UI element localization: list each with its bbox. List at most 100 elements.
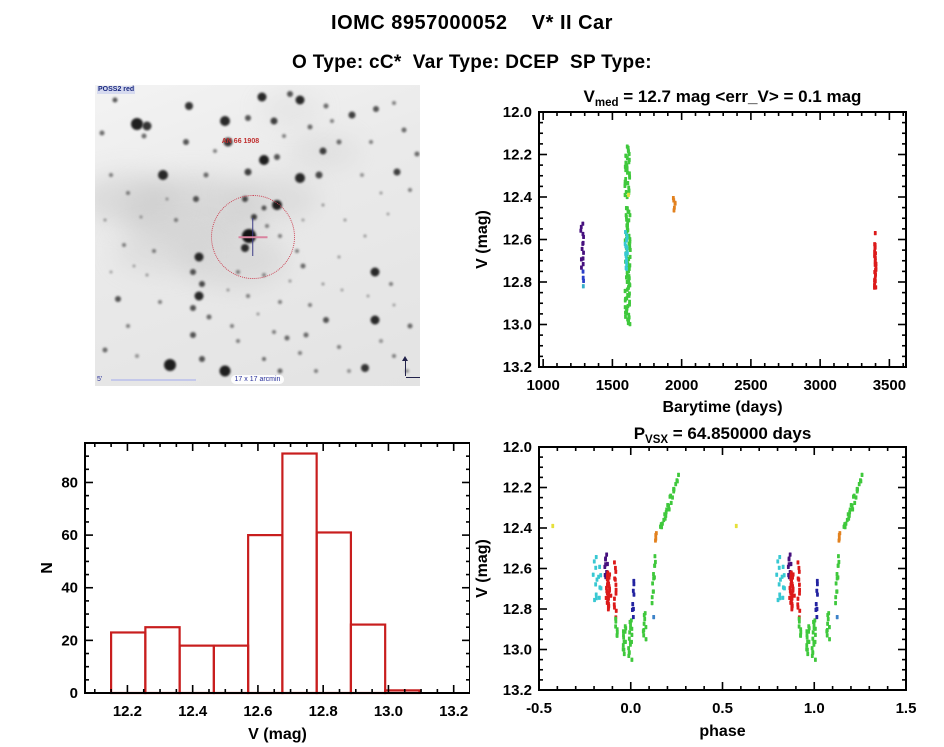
chart-title: Vmed = 12.7 mag <err_V> = 0.1 mag xyxy=(584,87,862,109)
star xyxy=(131,118,144,131)
y-axis-label: N xyxy=(39,562,56,574)
star xyxy=(405,368,409,373)
star xyxy=(360,363,369,372)
x-tick-label: 0.5 xyxy=(712,700,733,717)
scatter-cluster xyxy=(659,472,864,530)
histogram-axes xyxy=(84,442,470,694)
star xyxy=(277,368,283,374)
star xyxy=(346,368,351,373)
star xyxy=(392,353,396,358)
scatter-cluster xyxy=(641,611,831,642)
star xyxy=(223,137,233,147)
star xyxy=(408,188,413,193)
histogram-bar xyxy=(110,631,147,695)
star xyxy=(109,173,114,178)
star xyxy=(141,133,147,139)
page-subtitle: O Type: cC* Var Type: DCEP SP Type: xyxy=(292,52,652,73)
star xyxy=(109,270,113,274)
star xyxy=(122,242,127,247)
star xyxy=(386,212,389,216)
y-tick-label: 12.6 xyxy=(503,232,532,249)
star xyxy=(125,191,130,196)
y-tick-label: 12.0 xyxy=(503,104,532,121)
star xyxy=(340,288,344,292)
scatter-cluster xyxy=(603,552,793,580)
phase-folded-chart: -0.5 0.0 0.5 1.0 1.5 12.0 12.2 12.4 12.6 12.8 13.0… xyxy=(474,424,917,740)
star xyxy=(213,149,218,154)
star xyxy=(281,134,286,139)
star xyxy=(270,117,278,125)
star xyxy=(185,102,194,111)
star xyxy=(337,255,341,259)
star xyxy=(315,171,323,179)
x-tick-label: 12.2 xyxy=(113,703,142,720)
scatter-cluster xyxy=(604,570,796,612)
x-tick-label: 0.0 xyxy=(620,700,641,717)
y-axis-label: V (mag) xyxy=(474,539,491,598)
star xyxy=(373,106,380,113)
star xyxy=(321,203,324,207)
star xyxy=(103,218,107,222)
scatter-cluster xyxy=(671,195,677,213)
lightcurve-points xyxy=(579,144,878,327)
phase-axes xyxy=(538,446,907,691)
star xyxy=(401,127,407,133)
star xyxy=(151,248,156,253)
y-tick-label: 40 xyxy=(61,580,78,597)
star xyxy=(194,291,204,301)
scatter-cluster xyxy=(873,242,878,290)
star xyxy=(393,168,401,176)
x-tick-label: 12.6 xyxy=(243,703,272,720)
star xyxy=(336,344,341,349)
scatter-cluster xyxy=(627,618,817,662)
star xyxy=(370,267,379,277)
scatter-cluster xyxy=(597,564,786,600)
lightcurve-chart: 1000 1500 2000 2500 3000 3500 12.0 12.2 12.4 12.6… xyxy=(474,87,907,416)
star xyxy=(271,329,276,334)
star xyxy=(322,316,329,323)
star xyxy=(125,323,130,328)
star xyxy=(363,234,367,237)
nebulosity-patch xyxy=(95,174,178,225)
star xyxy=(366,294,370,298)
x-tick-label: 1500 xyxy=(596,377,629,394)
y-tick-label: 13.2 xyxy=(503,682,532,699)
y-tick-label: 12.0 xyxy=(503,439,532,456)
y-tick-label: 80 xyxy=(61,474,78,491)
scale-label: 5' xyxy=(97,376,103,383)
star xyxy=(369,140,374,145)
star xyxy=(183,139,189,146)
scatter-cluster xyxy=(581,284,585,289)
star xyxy=(158,299,162,304)
y-tick-label: 12.8 xyxy=(503,601,532,618)
histogram-chart: 12.2 12.4 12.6 12.8 13.0 13.2 0 20 40 60 80 V (mag)… xyxy=(39,442,470,743)
y-tick-label: 12.2 xyxy=(503,480,532,497)
x-tick-label: 1.5 xyxy=(896,700,917,717)
star xyxy=(194,252,204,262)
star xyxy=(139,215,142,219)
star xyxy=(379,191,383,195)
histogram-bars xyxy=(110,452,421,695)
scatter-cluster xyxy=(650,554,841,606)
histogram-bar xyxy=(212,644,250,695)
histogram-bar xyxy=(281,452,318,695)
y-tick-label: 60 xyxy=(61,527,78,544)
star xyxy=(284,335,290,341)
histogram-bar xyxy=(315,531,353,695)
y-tick-label: 12.8 xyxy=(503,274,532,291)
star xyxy=(392,303,396,307)
lightcurve-labels: 1000 1500 2000 2500 3000 3500 12.0 12.2 12.4 12.6… xyxy=(474,87,906,416)
x-axis-label: phase xyxy=(699,723,745,740)
y-tick-label: 13.0 xyxy=(503,317,532,334)
star xyxy=(330,119,335,124)
finding-chart-image: POSS2 red AN 66 1908 5' 17 x 17 arcmin xyxy=(95,85,420,386)
x-tick-label: 3500 xyxy=(873,377,906,394)
scatter-cluster xyxy=(551,523,738,529)
star xyxy=(259,155,269,166)
star xyxy=(189,304,196,311)
star xyxy=(189,268,196,275)
nebulosity-patch xyxy=(260,94,320,125)
star xyxy=(163,358,176,371)
histogram-bar xyxy=(349,623,387,695)
star xyxy=(192,196,199,203)
